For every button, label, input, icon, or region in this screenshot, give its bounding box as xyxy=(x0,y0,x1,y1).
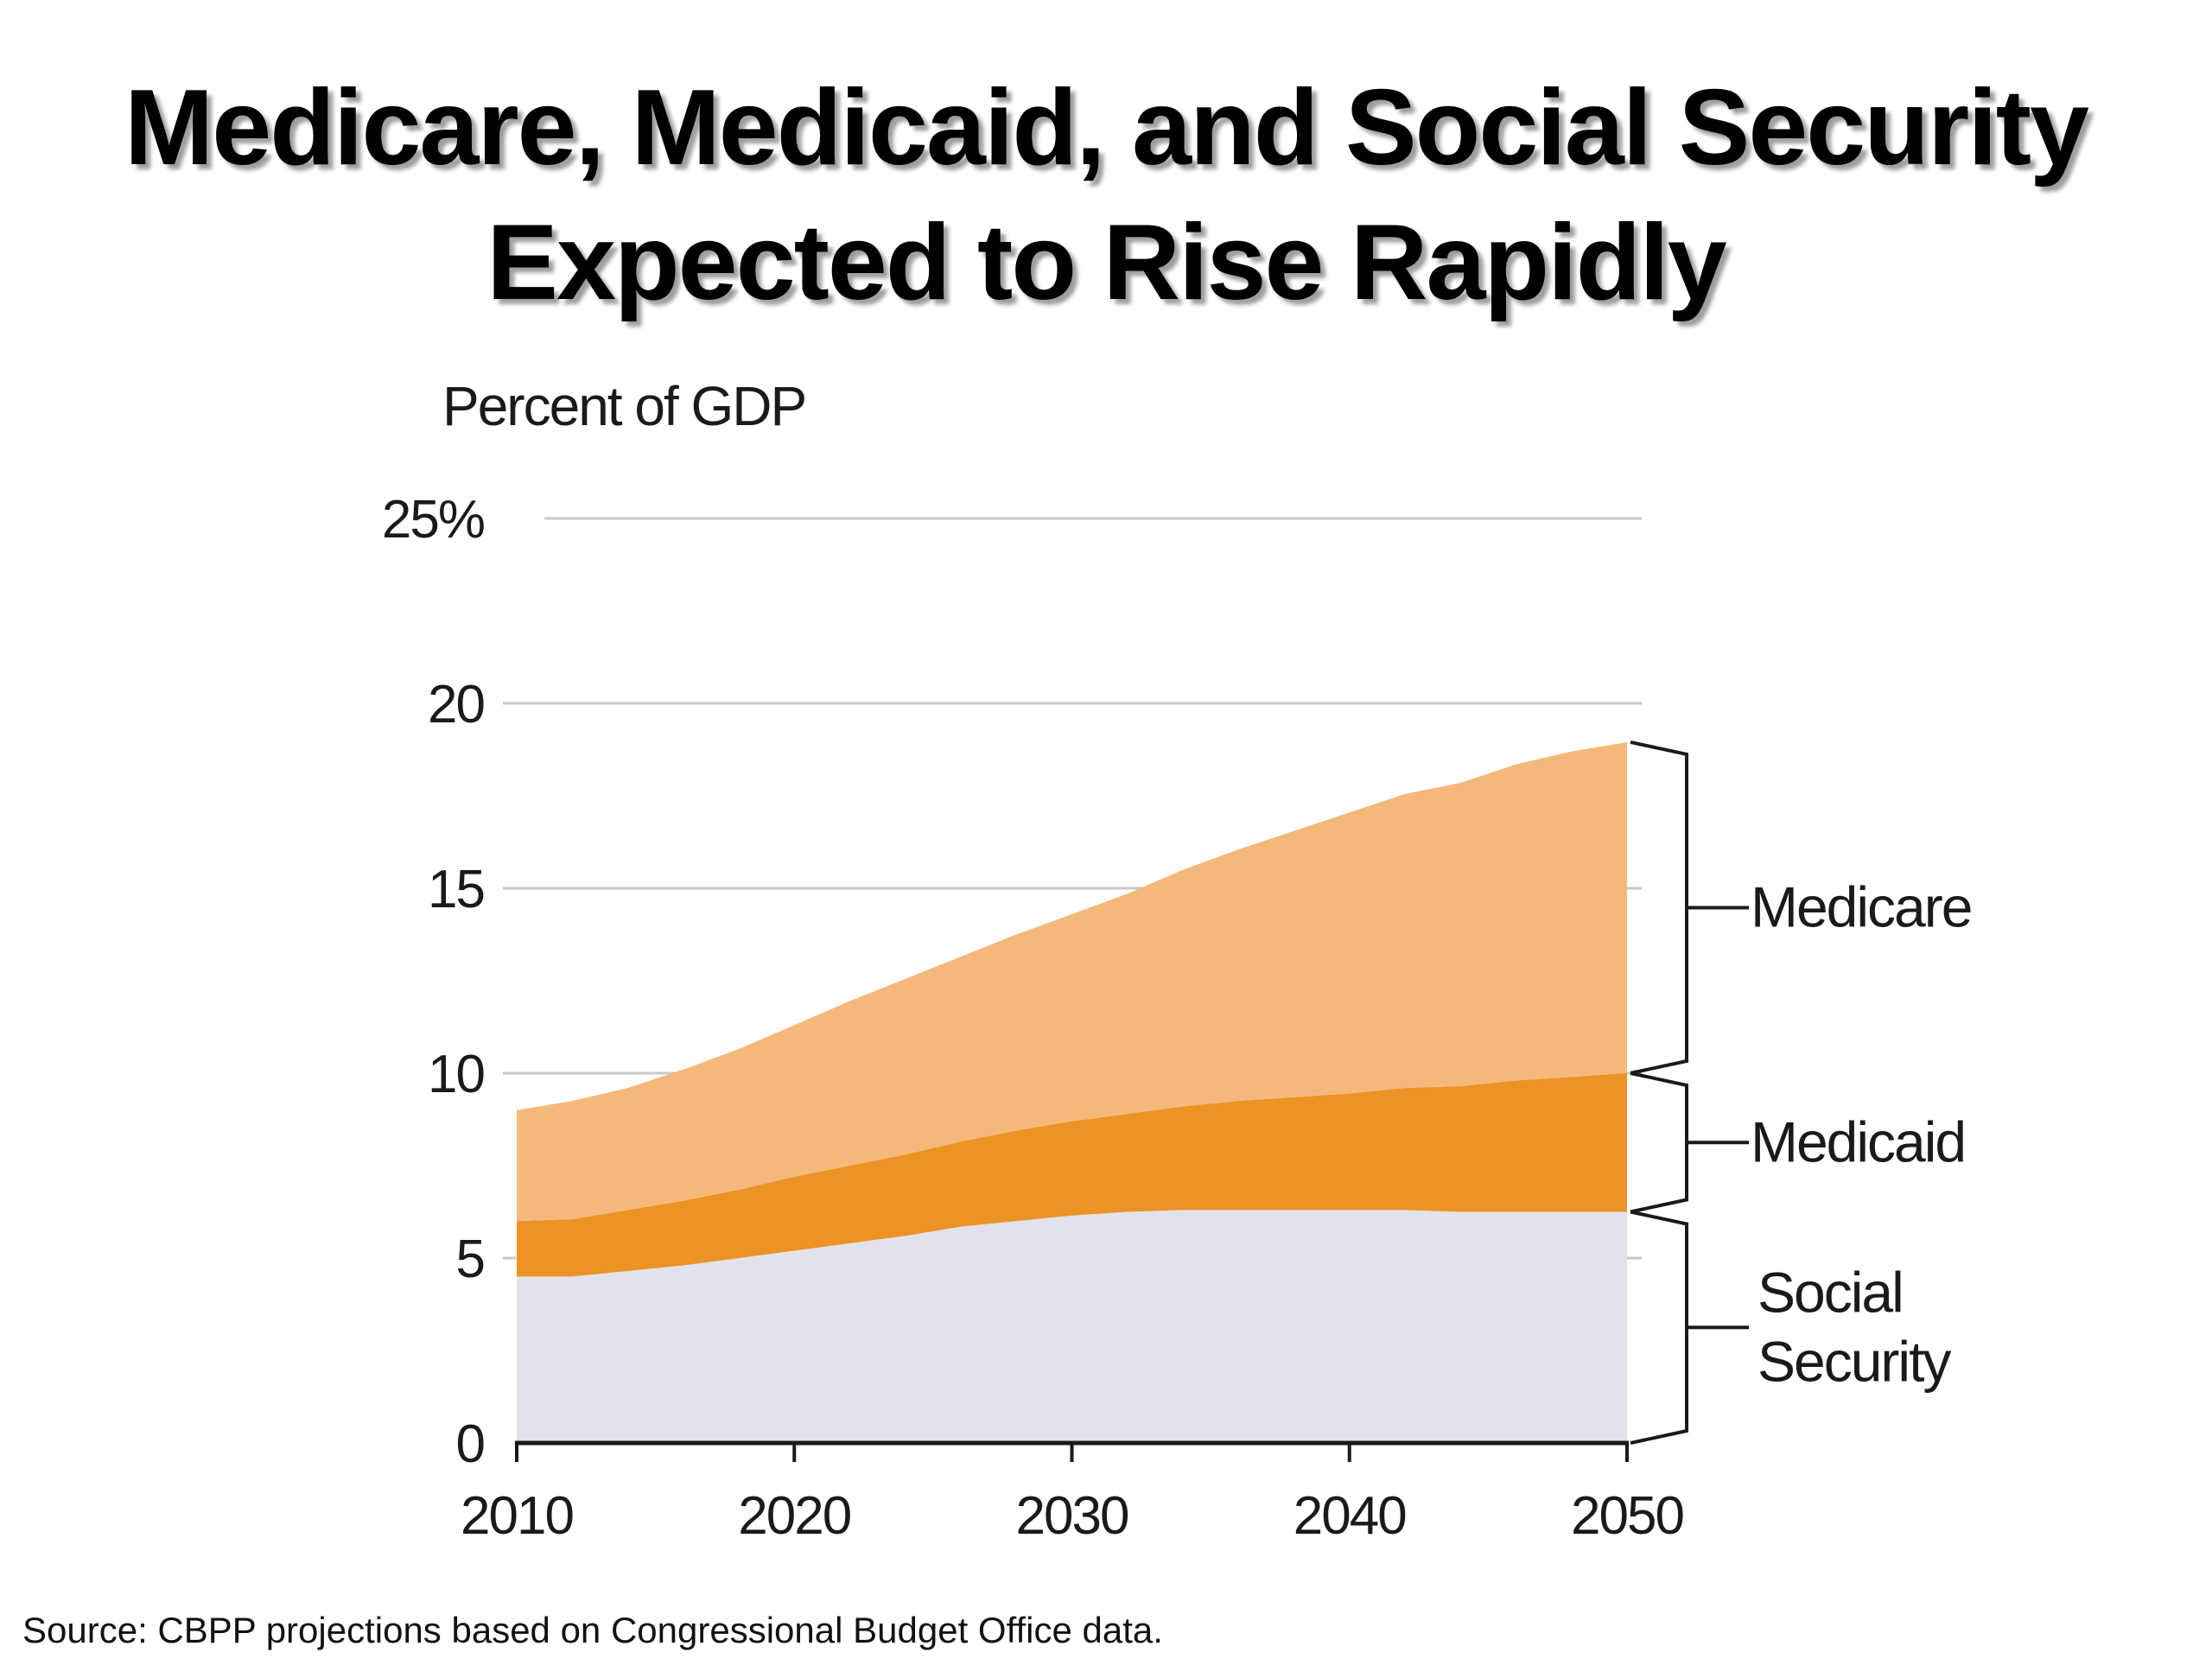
x-tick-label: 2030 xyxy=(1016,1486,1128,1546)
y-tick-label: 20 xyxy=(428,675,484,734)
series-label-medicare: Medicare xyxy=(1751,874,1971,938)
x-tick-label: 2050 xyxy=(1571,1486,1683,1546)
series-label-social-security: Social xyxy=(1758,1260,1903,1324)
y-tick-label: 0 xyxy=(456,1414,485,1474)
area-series xyxy=(517,741,1627,1443)
x-tick-label: 2020 xyxy=(738,1486,850,1546)
x-tick-label: 2040 xyxy=(1294,1486,1406,1546)
area-medicare xyxy=(517,741,1627,1222)
chart-title-line-1: Medicare, Medicaid, and Social Security xyxy=(124,68,2089,188)
bracket-medicare xyxy=(1630,740,1688,1075)
chart-title: Medicare, Medicaid, and Social Security … xyxy=(0,60,2212,330)
bracket-medicaid xyxy=(1630,1071,1688,1214)
source-note: Source: CBPP projections based on Congre… xyxy=(22,1610,1163,1650)
y-tick-label: 10 xyxy=(428,1045,484,1104)
axes: 0 5 10 15 20 25% Percent of GDP 2010 2020 2030 204… xyxy=(382,375,1686,1546)
series-label-medicaid: Medicaid xyxy=(1751,1109,1965,1173)
chart-title-line-2: Expected to Rise Rapidly xyxy=(486,203,1727,322)
y-axis-title: Percent of GDP xyxy=(442,375,805,437)
y-tick-label: 25% xyxy=(382,490,484,550)
y-tick-label: 5 xyxy=(456,1230,484,1289)
area-medicaid xyxy=(517,1073,1627,1277)
y-tick-label: 15 xyxy=(428,860,484,919)
bracket-social-security xyxy=(1630,1210,1688,1445)
area-social-security xyxy=(517,1210,1627,1443)
series-label-social-security: Security xyxy=(1758,1329,1951,1393)
x-tick-label: 2010 xyxy=(461,1486,573,1546)
